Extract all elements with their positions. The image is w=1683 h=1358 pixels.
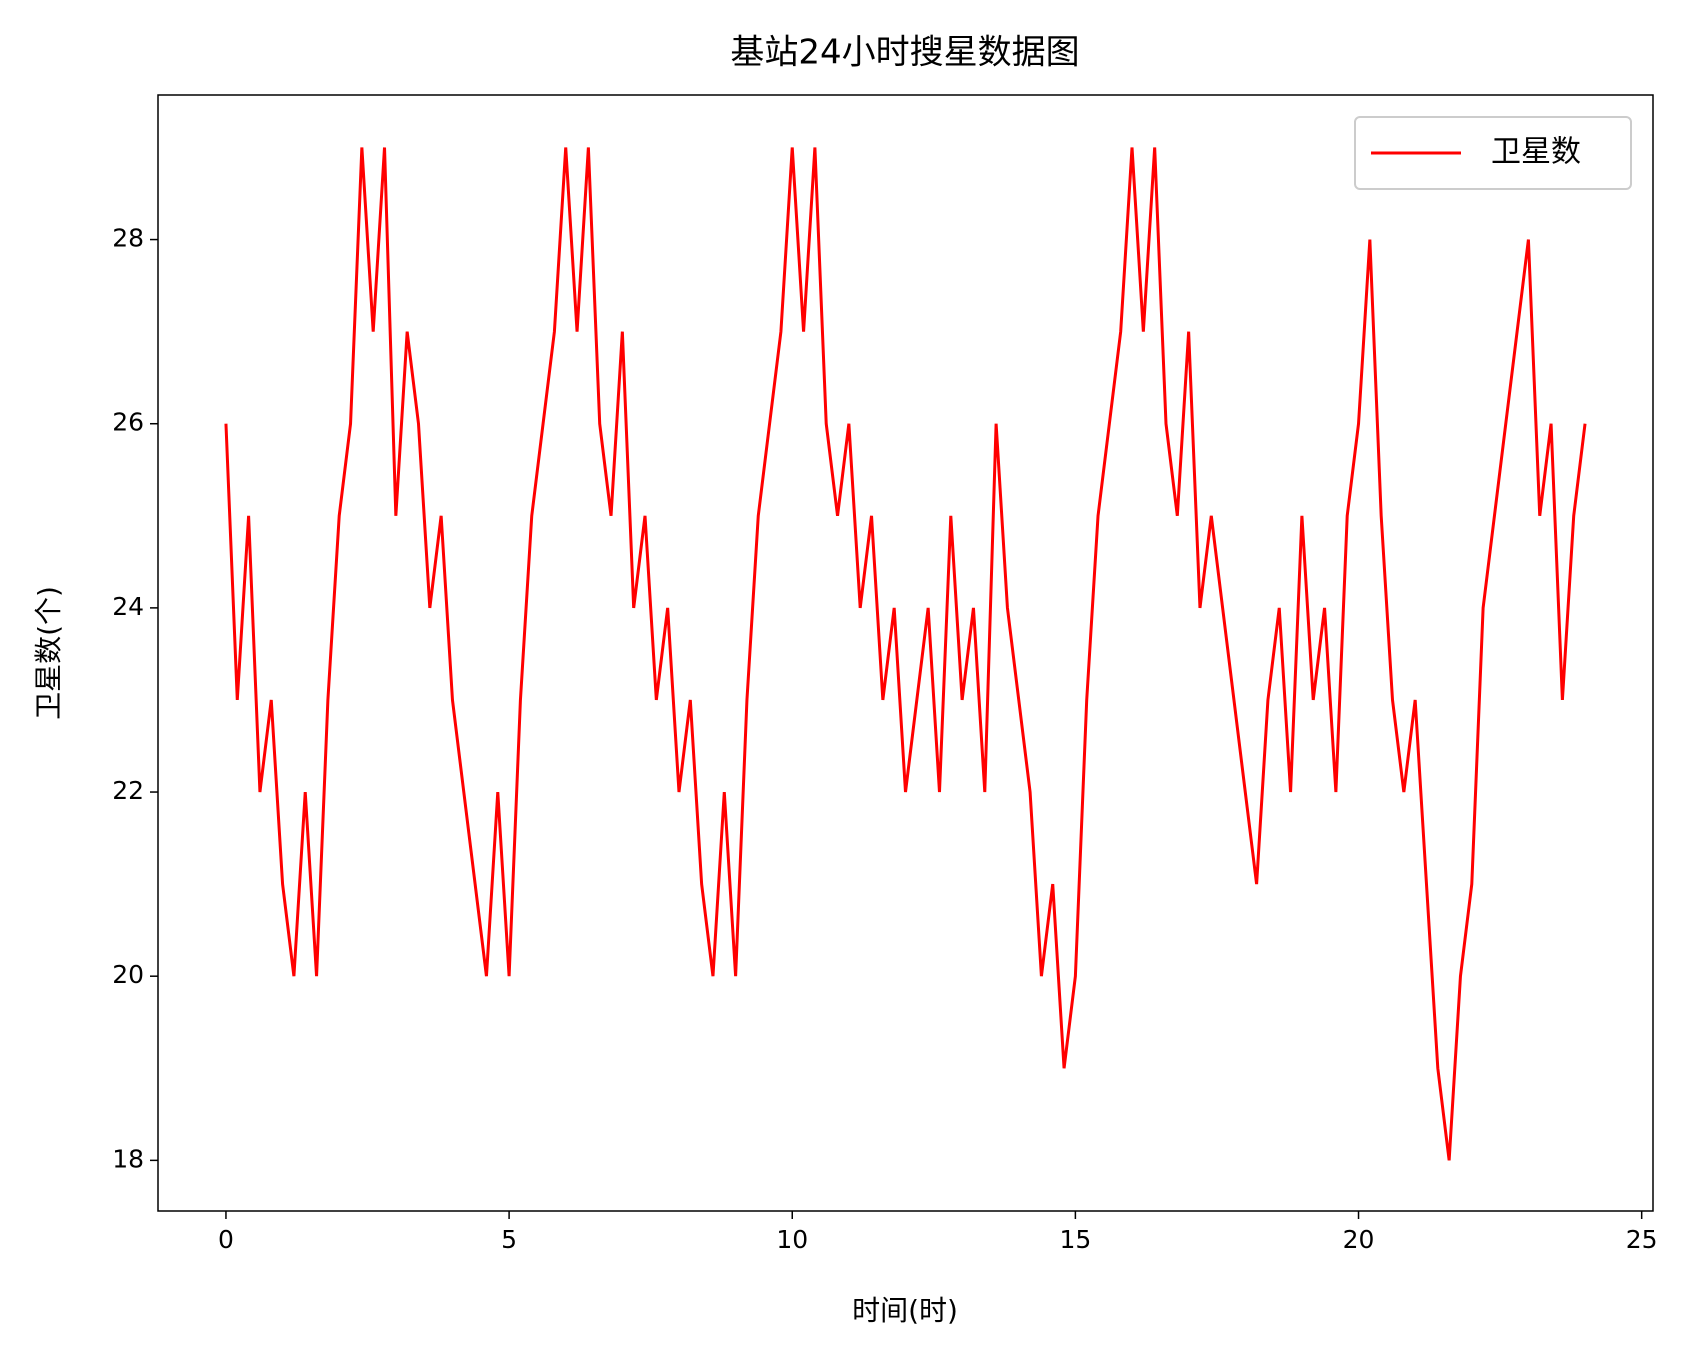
x-tick-label: 15 bbox=[1059, 1225, 1091, 1254]
x-tick-label: 5 bbox=[501, 1225, 517, 1254]
y-axis-label: 卫星数(个) bbox=[32, 586, 65, 720]
x-tick-label: 10 bbox=[776, 1225, 808, 1254]
data-line bbox=[224, 147, 1587, 1161]
legend-label: 卫星数 bbox=[1491, 135, 1581, 170]
y-tick-label: 26 bbox=[112, 408, 144, 437]
y-tick-label: 28 bbox=[112, 224, 144, 253]
x-tick-label: 20 bbox=[1343, 1225, 1375, 1254]
y-tick-label: 22 bbox=[112, 776, 144, 805]
y-tick-label: 24 bbox=[112, 592, 144, 621]
x-tick-label: 0 bbox=[218, 1225, 234, 1254]
y-tick-label: 20 bbox=[112, 960, 144, 989]
chart-title: 基站24小时搜星数据图 bbox=[730, 33, 1079, 73]
y-tick-label: 18 bbox=[112, 1144, 144, 1173]
x-axis-label: 时间(时) bbox=[852, 1294, 958, 1327]
legend-box bbox=[1354, 116, 1632, 190]
plot-frame bbox=[157, 94, 1654, 1212]
x-tick-label: 25 bbox=[1626, 1225, 1658, 1254]
